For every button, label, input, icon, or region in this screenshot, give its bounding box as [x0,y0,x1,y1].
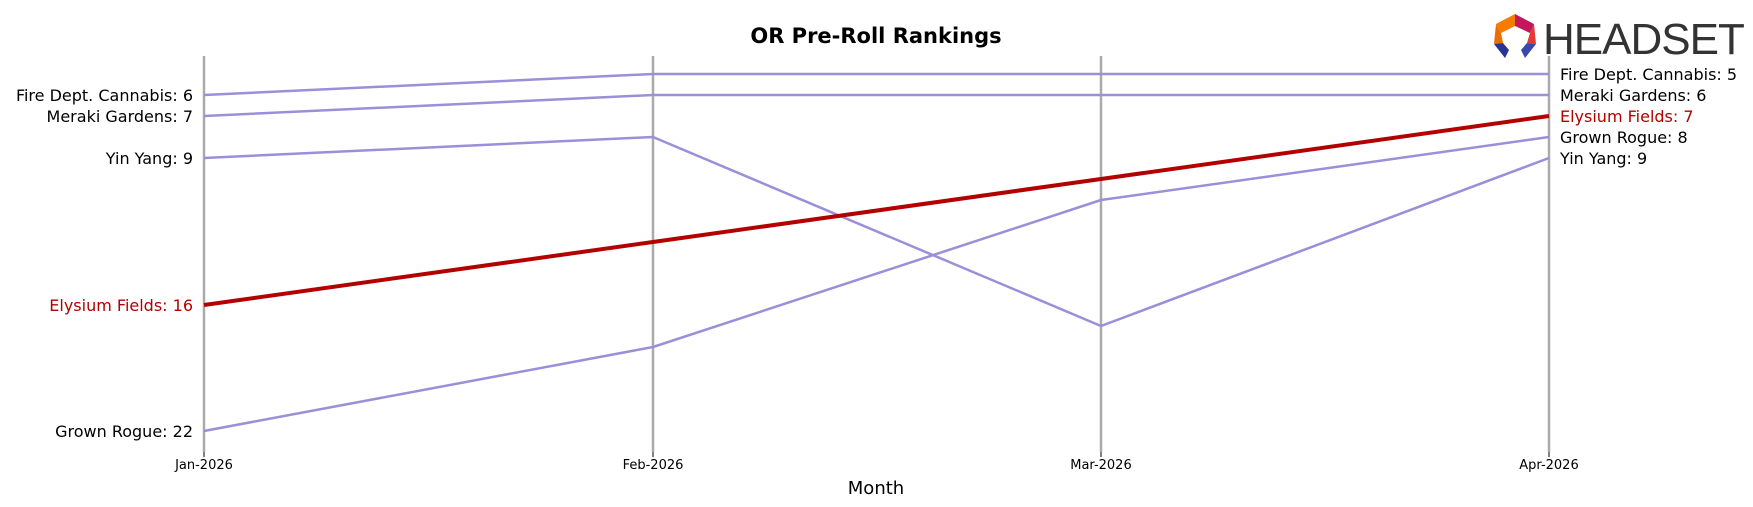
series-line-fire-dept-cannabis [203,72,1549,97]
end-label-fire-dept-cannabis: Fire Dept. Cannabis: 5 [1560,65,1737,84]
series-labels: Fire Dept. Cannabis: 6 Fire Dept. Cannabi… [16,65,1737,441]
tick-label-jan-2026: Jan-2026 [174,458,233,473]
start-label-fire-dept-cannabis: Fire Dept. Cannabis: 6 [16,86,193,105]
headset-logo: HEADSET [1494,14,1745,64]
end-label-grown-rogue: Grown Rogue: 8 [1560,128,1688,147]
month-gridlines [202,56,1551,452]
headset-logo-icon [1494,14,1536,58]
x-axis-label: Month [848,478,904,499]
end-label-elysium-fields: Elysium Fields: 7 [1560,107,1694,126]
start-label-yin-yang: Yin Yang: 9 [105,149,193,168]
series-line-yin-yang [203,135,1550,328]
start-label-elysium-fields: Elysium Fields: 16 [49,296,193,315]
start-label-grown-rogue: Grown Rogue: 22 [55,422,193,441]
end-label-meraki-gardens: Meraki Gardens: 6 [1560,86,1706,105]
start-label-meraki-gardens: Meraki Gardens: 7 [47,107,193,126]
x-axis-ticks: Jan-2026 Feb-2026 Mar-2026 Apr-2026 [174,452,1579,473]
tick-label-mar-2026: Mar-2026 [1070,458,1131,473]
chart-title: OR Pre-Roll Rankings [750,24,1001,48]
tick-label-feb-2026: Feb-2026 [623,458,684,473]
headset-logo-text: HEADSET [1543,15,1744,64]
end-label-yin-yang: Yin Yang: 9 [1559,149,1647,168]
series-line-elysium-fields [203,114,1550,307]
series-lines [203,72,1550,433]
series-line-meraki-gardens [203,93,1549,118]
series-line-grown-rogue [203,135,1550,433]
tick-label-apr-2026: Apr-2026 [1519,458,1578,473]
